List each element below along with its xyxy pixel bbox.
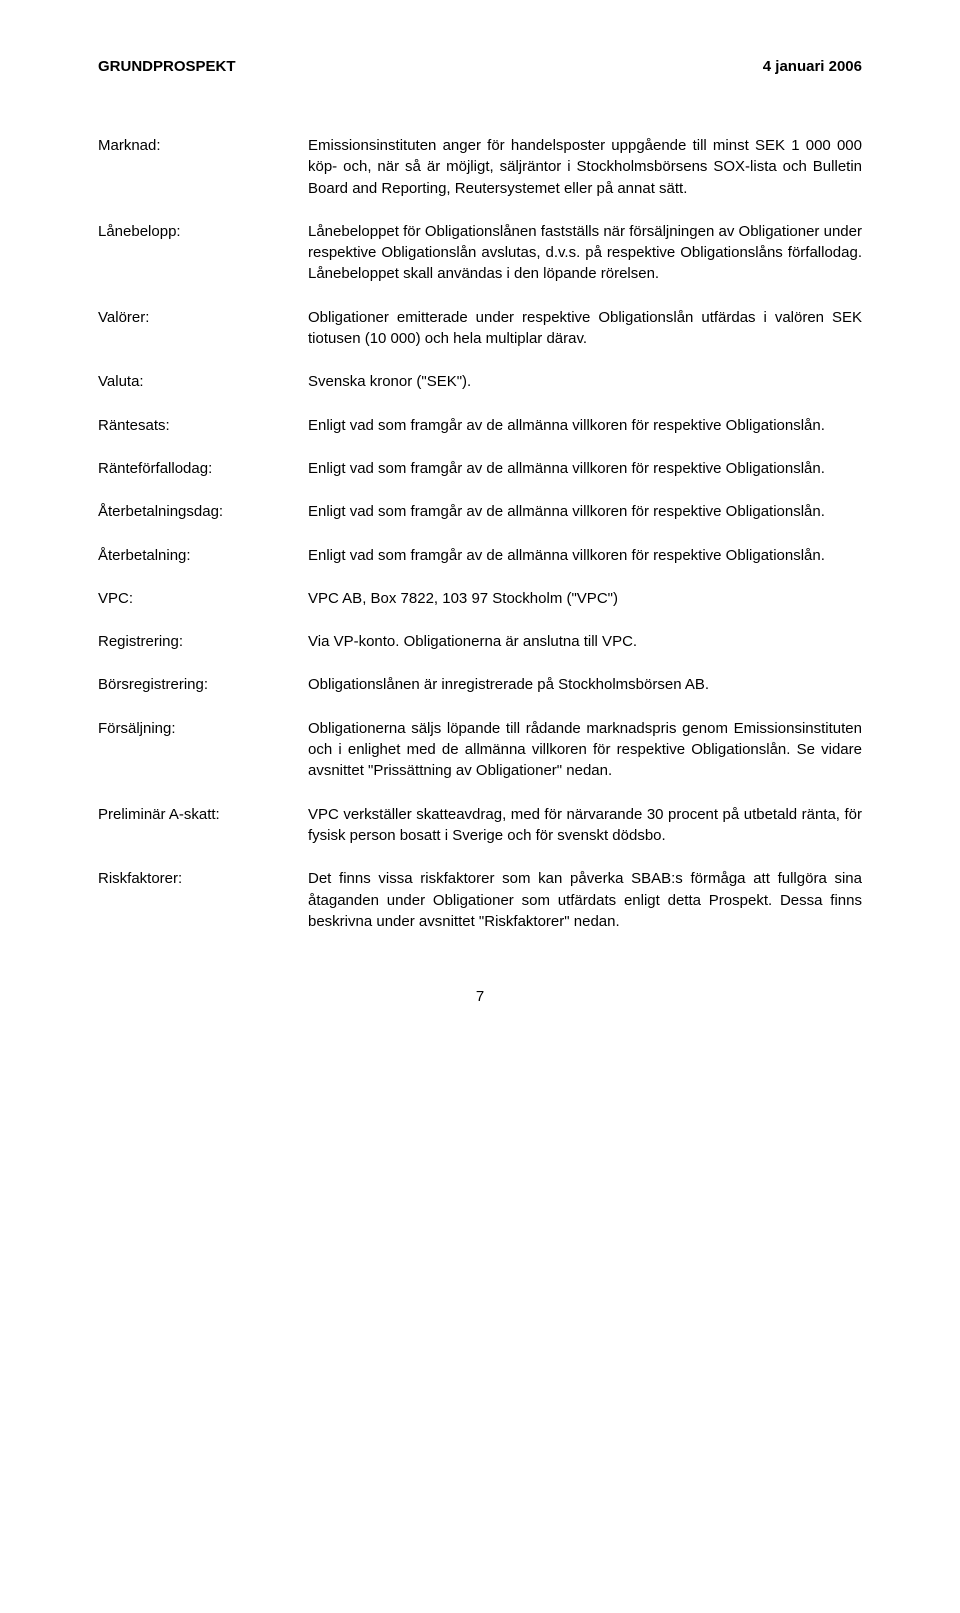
desc-vpc: VPC AB, Box 7822, 103 97 Stockholm ("VPC… [308,588,862,631]
table-row: Preliminär A-skatt: VPC verkställer skat… [98,804,862,869]
desc-riskfaktorer: Det finns vissa riskfaktorer som kan påv… [308,868,862,954]
term-marknad: Marknad: [98,135,308,221]
table-row: Återbetalning: Enligt vad som framgår av… [98,545,862,588]
desc-ranteforfallodag: Enligt vad som framgår av de allmänna vi… [308,458,862,501]
desc-forsaljning: Obligationerna säljs löpande till rådand… [308,718,862,804]
page-number: 7 [98,988,862,1005]
term-forsaljning: Försäljning: [98,718,308,804]
term-registrering: Registrering: [98,631,308,674]
header-left: GRUNDPROSPEKT [98,58,236,75]
desc-registrering: Via VP-konto. Obligationerna är anslutna… [308,631,862,674]
table-row: VPC: VPC AB, Box 7822, 103 97 Stockholm … [98,588,862,631]
table-row: Lånebelopp: Lånebeloppet för Obligations… [98,221,862,307]
term-preliminar-a-skatt: Preliminär A-skatt: [98,804,308,869]
table-row: Börsregistrering: Obligationslånen är in… [98,674,862,717]
definition-table: Marknad: Emissionsinstituten anger för h… [98,135,862,954]
term-ranteforfallodag: Ränteförfallodag: [98,458,308,501]
desc-marknad: Emissionsinstituten anger för handelspos… [308,135,862,221]
term-lanebelopp: Lånebelopp: [98,221,308,307]
table-row: Valörer: Obligationer emitterade under r… [98,307,862,372]
term-aterbetalning: Återbetalning: [98,545,308,588]
desc-preliminar-a-skatt: VPC verkställer skatteavdrag, med för nä… [308,804,862,869]
table-row: Räntesats: Enligt vad som framgår av de … [98,415,862,458]
term-valuta: Valuta: [98,371,308,414]
page-header: GRUNDPROSPEKT 4 januari 2006 [98,58,862,75]
table-row: Valuta: Svenska kronor ("SEK"). [98,371,862,414]
desc-borsregistrering: Obligationslånen är inregistrerade på St… [308,674,862,717]
table-row: Registrering: Via VP-konto. Obligationer… [98,631,862,674]
header-right: 4 januari 2006 [763,58,862,75]
desc-aterbetalningsdag: Enligt vad som framgår av de allmänna vi… [308,501,862,544]
desc-aterbetalning: Enligt vad som framgår av de allmänna vi… [308,545,862,588]
table-row: Ränteförfallodag: Enligt vad som framgår… [98,458,862,501]
table-row: Försäljning: Obligationerna säljs löpand… [98,718,862,804]
term-vpc: VPC: [98,588,308,631]
term-rantesats: Räntesats: [98,415,308,458]
table-row: Återbetalningsdag: Enligt vad som framgå… [98,501,862,544]
desc-valorer: Obligationer emitterade under respektive… [308,307,862,372]
term-aterbetalningsdag: Återbetalningsdag: [98,501,308,544]
desc-valuta: Svenska kronor ("SEK"). [308,371,862,414]
term-valorer: Valörer: [98,307,308,372]
term-riskfaktorer: Riskfaktorer: [98,868,308,954]
table-row: Riskfaktorer: Det finns vissa riskfaktor… [98,868,862,954]
desc-rantesats: Enligt vad som framgår av de allmänna vi… [308,415,862,458]
term-borsregistrering: Börsregistrering: [98,674,308,717]
desc-lanebelopp: Lånebeloppet för Obligationslånen fastst… [308,221,862,307]
table-row: Marknad: Emissionsinstituten anger för h… [98,135,862,221]
